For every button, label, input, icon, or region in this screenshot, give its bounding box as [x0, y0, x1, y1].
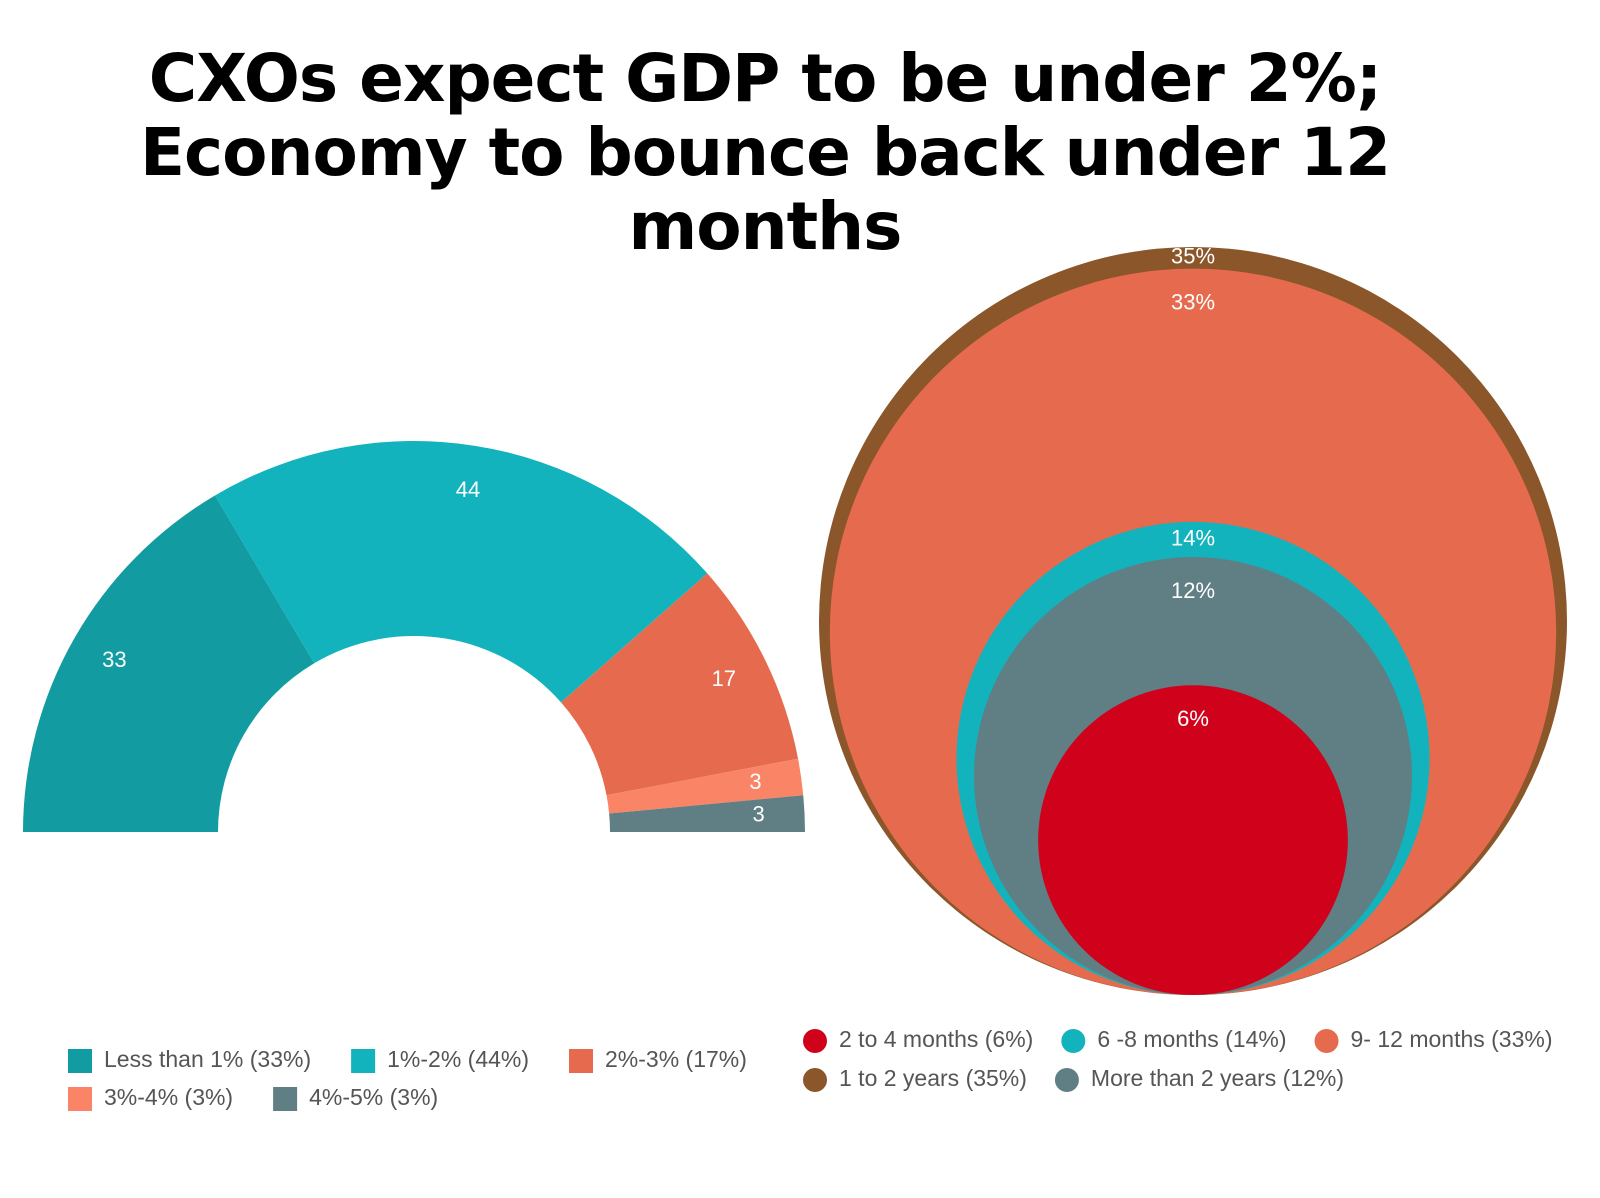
donut-segment — [23, 495, 315, 832]
legend-label: 2 to 4 months (6%) — [839, 1026, 1033, 1052]
bubble — [1038, 685, 1348, 995]
donut-segment — [214, 441, 708, 703]
data-label: 33% — [1171, 289, 1215, 314]
data-label: 6% — [1177, 706, 1209, 731]
legend-label: 4%-5% (3%) — [309, 1084, 438, 1110]
data-label: 33 — [102, 647, 126, 672]
data-label: 35% — [1171, 244, 1215, 269]
legend-label: 1%-2% (44%) — [387, 1046, 529, 1072]
legend-swatch — [803, 1068, 827, 1092]
data-label: 12% — [1171, 578, 1215, 603]
legend-label: Less than 1% (33%) — [104, 1046, 311, 1072]
legend-swatch — [273, 1087, 298, 1111]
legend-label: More than 2 years (12%) — [1091, 1065, 1344, 1091]
legend-swatch — [803, 1029, 827, 1053]
legend-label: 3%-4% (3%) — [104, 1084, 233, 1110]
data-label: 3 — [752, 802, 764, 827]
legend-swatch — [351, 1049, 376, 1073]
legend-swatch — [68, 1087, 92, 1111]
legend-swatch — [1061, 1029, 1086, 1053]
legend-label: 1 to 2 years (35%) — [839, 1065, 1027, 1091]
legend-label: 6 -8 months (14%) — [1097, 1026, 1286, 1052]
data-label: 14% — [1171, 525, 1215, 550]
legend-swatch — [569, 1049, 594, 1073]
chart-title: CXOs expect GDP to be under 2%; Economy … — [139, 40, 1391, 265]
legend-swatch — [68, 1049, 92, 1073]
legend-label: 2%-3% (17%) — [605, 1046, 747, 1072]
donut-segment — [609, 795, 805, 832]
data-label: 3 — [749, 769, 761, 794]
legend-label: 9- 12 months (33%) — [1351, 1026, 1553, 1052]
data-label: 17 — [712, 666, 736, 691]
data-label: 44 — [456, 477, 480, 502]
donut-segment — [561, 573, 799, 796]
legend-swatch — [1054, 1068, 1079, 1092]
legend-swatch — [1314, 1029, 1339, 1053]
donut-segment — [606, 758, 804, 814]
